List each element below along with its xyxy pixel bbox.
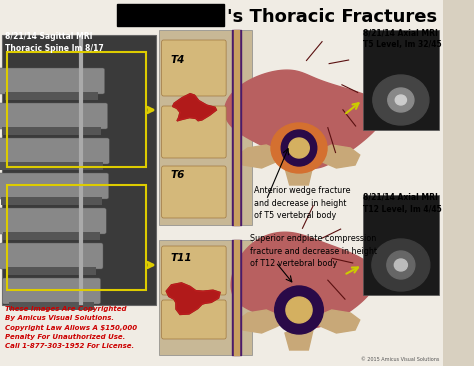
Polygon shape [309,310,360,333]
Ellipse shape [372,239,430,291]
Text: T4: T4 [170,55,184,65]
FancyBboxPatch shape [162,246,226,295]
FancyBboxPatch shape [0,138,109,164]
Ellipse shape [281,130,317,166]
FancyBboxPatch shape [363,195,439,295]
Polygon shape [231,232,376,328]
Polygon shape [166,283,220,314]
FancyBboxPatch shape [117,4,224,26]
FancyBboxPatch shape [6,267,97,275]
FancyBboxPatch shape [0,173,109,199]
FancyBboxPatch shape [363,30,439,130]
Polygon shape [173,94,217,121]
Ellipse shape [373,75,429,125]
Polygon shape [225,70,384,168]
FancyBboxPatch shape [162,300,226,339]
Polygon shape [309,145,360,168]
Polygon shape [173,94,217,121]
FancyBboxPatch shape [0,162,103,170]
FancyBboxPatch shape [0,208,106,234]
Text: 8/21/14 Axial MRI
T12 Level, Im 4/45: 8/21/14 Axial MRI T12 Level, Im 4/45 [363,193,441,214]
Text: 8/21/14 Sagittal MRI
Thoracic Spine Im 8/17: 8/21/14 Sagittal MRI Thoracic Spine Im 8… [5,32,103,53]
Polygon shape [238,145,290,168]
Polygon shape [238,310,290,333]
Text: 8/21/14 Axial MRI
T5 Level, Im 32/45: 8/21/14 Axial MRI T5 Level, Im 32/45 [363,28,441,49]
FancyBboxPatch shape [5,92,98,100]
FancyBboxPatch shape [162,40,226,96]
FancyBboxPatch shape [0,103,108,129]
Polygon shape [166,283,220,314]
Text: Superior endplate compression
fracture and decrease in height
of T12 vertebral b: Superior endplate compression fracture a… [250,234,377,268]
Text: © 2015 Amicus Visual Solutions: © 2015 Amicus Visual Solutions [361,357,439,362]
FancyBboxPatch shape [9,302,94,310]
FancyBboxPatch shape [2,278,100,304]
Ellipse shape [387,251,415,279]
FancyBboxPatch shape [0,0,443,366]
FancyBboxPatch shape [0,68,105,94]
Text: 's Thoracic Fractures: 's Thoracic Fractures [227,8,437,26]
Ellipse shape [388,88,414,112]
FancyBboxPatch shape [0,243,103,269]
FancyBboxPatch shape [159,30,252,225]
Ellipse shape [275,286,323,334]
Ellipse shape [289,138,309,158]
FancyBboxPatch shape [2,35,156,305]
Ellipse shape [395,95,407,105]
Polygon shape [285,330,313,350]
FancyBboxPatch shape [162,106,226,158]
Ellipse shape [394,259,407,271]
Polygon shape [285,165,313,185]
Text: T6: T6 [170,170,184,180]
Text: These Images Are Copyrighted
By Amicus Visual Solutions.
Copyright Law Allows A : These Images Are Copyrighted By Amicus V… [5,306,137,349]
FancyBboxPatch shape [159,240,252,355]
FancyBboxPatch shape [162,166,226,218]
Text: Anterior wedge fracture
and decrease in height
of T5 vertebral body: Anterior wedge fracture and decrease in … [254,186,351,220]
FancyBboxPatch shape [2,127,101,135]
Text: T11: T11 [170,253,191,263]
Ellipse shape [271,123,327,173]
FancyBboxPatch shape [3,232,100,240]
FancyBboxPatch shape [0,197,102,205]
Ellipse shape [286,297,312,323]
